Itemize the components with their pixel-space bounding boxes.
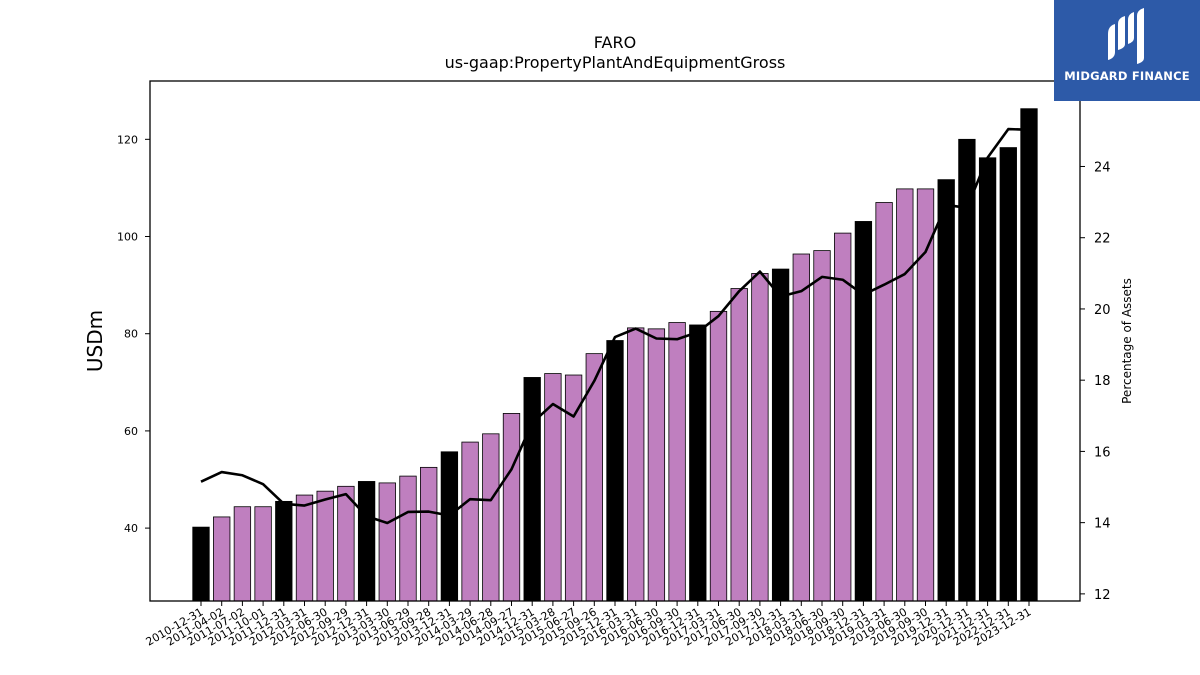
y2-tick-label: 18 <box>1094 374 1111 389</box>
y2-tick-label: 12 <box>1094 588 1111 603</box>
bar-2021-12-31 <box>978 157 997 602</box>
bar-2011-12-31 <box>275 500 293 602</box>
y2-tick-label: 20 <box>1094 303 1111 318</box>
y2-tick-label: 16 <box>1094 445 1111 460</box>
bar-2013-09-28 <box>420 466 438 602</box>
bar-2012-06-30 <box>316 490 334 602</box>
y-tick-label: 40 <box>124 522 138 535</box>
bar-2018-03-31 <box>792 253 810 602</box>
midgard-logo-icon <box>1108 8 1144 64</box>
bar-2018-12-31 <box>854 221 873 602</box>
percent-of-assets-line <box>200 127 1030 525</box>
brand-name: MIDGARD FINANCE <box>1064 69 1190 83</box>
y2-tick-label: 14 <box>1094 517 1111 532</box>
bar-2011-10-01 <box>254 506 272 602</box>
x-axis: 2010-12-312011-04-022011-07-022011-10-01… <box>144 601 1034 649</box>
y-tick-label: 80 <box>124 328 138 341</box>
chart-subtitle: us-gaap:PropertyPlantAndEquipmentGross <box>445 53 786 72</box>
y2-tick-label: 22 <box>1094 232 1111 247</box>
bar-2013-06-29 <box>399 475 417 602</box>
y-tick-label: 120 <box>117 133 138 146</box>
bar-2017-06-30 <box>730 288 748 602</box>
bar-2011-04-02 <box>213 516 231 602</box>
bar-2018-09-30 <box>834 232 852 602</box>
y-tick-label: 100 <box>117 231 138 244</box>
bar-2011-07-02 <box>233 506 252 602</box>
bar-2010-12-31 <box>192 526 210 602</box>
bar-2019-12-31 <box>937 179 955 602</box>
bar-2019-06-30 <box>896 188 914 602</box>
bar-2017-03-31 <box>709 310 728 602</box>
bar-2016-12-31 <box>689 324 707 602</box>
y2-tick-label: 24 <box>1094 160 1111 175</box>
bar-2012-12-31 <box>357 481 376 602</box>
bar-2016-03-31 <box>627 327 645 602</box>
chart-title: FARO <box>594 33 636 52</box>
line-group <box>200 127 1030 525</box>
y-axis-right: 12 14 16 18 20 22 24 <box>1080 160 1111 603</box>
bar-2016-09-30 <box>668 322 686 602</box>
bar-2013-12-31 <box>440 451 459 602</box>
y-axis-left: 40 60 80 100 120 <box>117 133 150 535</box>
bar-2017-09-30 <box>751 273 769 602</box>
bar-2016-06-30 <box>647 328 666 602</box>
y2-axis-label: Percentage of Assets <box>1120 278 1134 404</box>
bar-2017-12-31 <box>771 268 790 602</box>
bar-2018-06-30 <box>813 250 831 602</box>
bar-2014-09-27 <box>502 413 521 602</box>
bar-group <box>192 108 1038 602</box>
bar-2015-12-31 <box>606 340 624 602</box>
bar-2013-03-30 <box>378 482 396 602</box>
y-tick-label: 60 <box>124 425 138 438</box>
bar-2023-12-31 <box>1020 108 1038 602</box>
bar-2012-03-31 <box>295 494 314 602</box>
bar-2014-06-28 <box>482 433 500 602</box>
y-axis-label: USDm <box>83 310 107 372</box>
bar-2012-09-29 <box>337 485 355 602</box>
bar-2019-03-31 <box>875 202 893 602</box>
bar-2014-12-31 <box>523 377 541 602</box>
bar-2014-03-29 <box>461 441 479 602</box>
brand-logo: MIDGARD FINANCE <box>1054 0 1200 101</box>
bar-2022-12-31 <box>999 147 1017 602</box>
